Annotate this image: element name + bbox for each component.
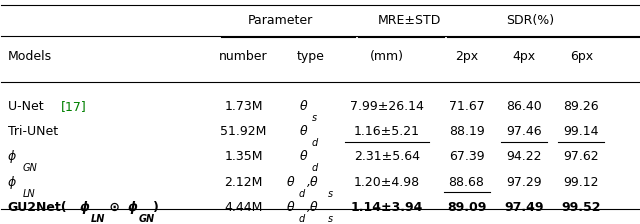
Text: 94.22: 94.22 <box>506 151 541 164</box>
Text: 88.19: 88.19 <box>449 125 484 138</box>
Text: (mm): (mm) <box>370 50 404 62</box>
Text: ,θ: ,θ <box>307 201 319 214</box>
Text: 1.14±3.94: 1.14±3.94 <box>351 201 423 214</box>
Text: θ: θ <box>300 125 307 138</box>
Text: 4px: 4px <box>513 50 536 62</box>
Text: 99.52: 99.52 <box>561 201 601 214</box>
Text: 7.99±26.14: 7.99±26.14 <box>350 100 424 113</box>
Text: 6px: 6px <box>570 50 593 62</box>
Text: ϕ: ϕ <box>8 151 16 164</box>
Text: 97.62: 97.62 <box>563 151 599 164</box>
Text: 97.29: 97.29 <box>506 176 541 189</box>
Text: GN: GN <box>23 164 38 173</box>
Text: 2.12M: 2.12M <box>225 176 263 189</box>
Text: 51.92M: 51.92M <box>220 125 267 138</box>
Text: θ: θ <box>300 100 307 113</box>
Text: d: d <box>312 138 318 148</box>
Text: [17]: [17] <box>61 100 86 113</box>
Text: 2.31±5.64: 2.31±5.64 <box>354 151 420 164</box>
Text: 2px: 2px <box>455 50 478 62</box>
Text: 88.68: 88.68 <box>449 176 484 189</box>
Text: ϕ: ϕ <box>79 201 89 214</box>
Text: type: type <box>296 50 324 62</box>
Text: 4.44M: 4.44M <box>225 201 263 214</box>
Text: θ: θ <box>287 201 294 214</box>
Text: 89.26: 89.26 <box>563 100 599 113</box>
Text: s: s <box>328 189 333 199</box>
Text: s: s <box>312 113 317 123</box>
Text: 99.14: 99.14 <box>563 125 599 138</box>
Text: LN: LN <box>91 214 105 224</box>
Text: MRE±STD: MRE±STD <box>378 14 441 27</box>
Text: d: d <box>299 189 305 199</box>
Text: GU2Net(: GU2Net( <box>8 201 67 214</box>
Text: 89.09: 89.09 <box>447 201 486 214</box>
Text: Tri-UNet: Tri-UNet <box>8 125 58 138</box>
Text: number: number <box>220 50 268 62</box>
Text: 1.16±5.21: 1.16±5.21 <box>354 125 420 138</box>
Text: Models: Models <box>8 50 52 62</box>
Text: 86.40: 86.40 <box>506 100 542 113</box>
Text: GN: GN <box>139 214 155 224</box>
Text: 67.39: 67.39 <box>449 151 484 164</box>
Text: 99.12: 99.12 <box>563 176 599 189</box>
Text: 97.46: 97.46 <box>506 125 541 138</box>
Text: U-Net: U-Net <box>8 100 47 113</box>
Text: 97.49: 97.49 <box>504 201 543 214</box>
Text: Parameter: Parameter <box>248 14 313 27</box>
Text: 71.67: 71.67 <box>449 100 484 113</box>
Text: ϕ: ϕ <box>8 176 16 189</box>
Text: ϕ: ϕ <box>127 201 138 214</box>
Text: 1.73M: 1.73M <box>224 100 263 113</box>
Text: d: d <box>312 164 318 173</box>
Text: ⊙: ⊙ <box>104 201 124 214</box>
Text: SDR(%): SDR(%) <box>506 14 554 27</box>
Text: 1.35M: 1.35M <box>224 151 263 164</box>
Text: LN: LN <box>23 189 36 199</box>
Text: θ: θ <box>300 151 307 164</box>
Text: 1.20±4.98: 1.20±4.98 <box>354 176 420 189</box>
Text: ): ) <box>153 201 159 214</box>
Text: ,θ: ,θ <box>307 176 319 189</box>
Text: θ: θ <box>287 176 294 189</box>
Text: s: s <box>328 214 333 224</box>
Text: d: d <box>299 214 305 224</box>
